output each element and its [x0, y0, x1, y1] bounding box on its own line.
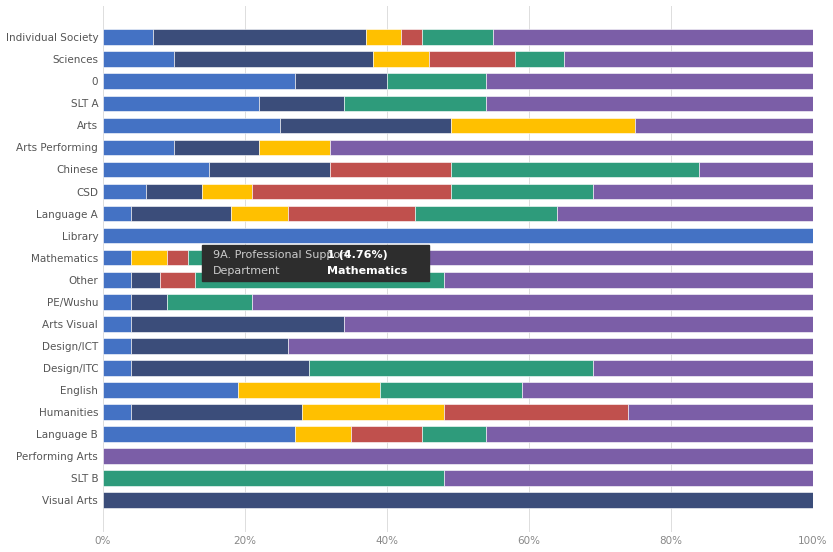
Bar	[103, 426, 295, 442]
Bar	[167, 294, 252, 310]
Bar	[132, 272, 160, 288]
Bar	[486, 426, 813, 442]
Bar	[295, 426, 352, 442]
Bar	[103, 338, 132, 353]
Bar	[160, 272, 195, 288]
Bar	[103, 250, 132, 266]
Bar	[387, 73, 486, 89]
Bar	[372, 51, 430, 67]
Text: 9A. Professional Support: 9A. Professional Support	[213, 250, 349, 261]
Bar	[352, 426, 422, 442]
Bar	[103, 404, 132, 420]
Bar	[103, 184, 146, 199]
Bar	[287, 338, 813, 353]
Bar	[132, 360, 309, 375]
Bar	[103, 205, 132, 221]
Bar	[486, 95, 813, 112]
Bar	[344, 95, 486, 112]
Bar	[103, 294, 132, 310]
Bar	[132, 316, 344, 332]
Bar	[402, 29, 422, 45]
Bar	[636, 118, 813, 134]
Bar	[103, 162, 209, 177]
Bar	[103, 95, 259, 112]
Bar	[302, 404, 444, 420]
Bar	[202, 184, 252, 199]
Bar	[103, 492, 813, 508]
Bar	[444, 470, 813, 486]
Bar	[103, 140, 174, 156]
Bar	[152, 29, 366, 45]
Bar	[132, 205, 231, 221]
Bar	[521, 382, 813, 397]
Bar	[422, 426, 486, 442]
Bar	[238, 382, 380, 397]
Bar	[593, 184, 813, 199]
Bar	[103, 73, 295, 89]
Bar	[366, 29, 402, 45]
Bar	[281, 118, 451, 134]
Bar	[103, 118, 281, 134]
Bar	[451, 162, 699, 177]
Bar	[146, 184, 202, 199]
Bar	[167, 250, 188, 266]
Bar	[330, 140, 813, 156]
Bar	[430, 51, 515, 67]
Bar	[593, 360, 813, 375]
Bar	[252, 294, 813, 310]
Bar	[195, 272, 444, 288]
Bar	[699, 162, 813, 177]
Bar	[344, 316, 813, 332]
Bar	[422, 29, 493, 45]
Bar	[628, 404, 813, 420]
Bar	[287, 205, 416, 221]
Text: Mathematics: Mathematics	[327, 266, 407, 276]
Bar	[309, 360, 593, 375]
Bar	[132, 250, 167, 266]
Bar	[416, 205, 557, 221]
Bar	[564, 51, 813, 67]
Bar	[245, 250, 813, 266]
Text: 1 (4.76%): 1 (4.76%)	[327, 250, 387, 261]
Bar	[103, 360, 132, 375]
Bar	[330, 162, 451, 177]
Bar	[515, 51, 564, 67]
Bar	[259, 140, 330, 156]
Bar	[231, 205, 287, 221]
FancyBboxPatch shape	[202, 246, 430, 280]
Bar	[103, 382, 238, 397]
Bar	[132, 338, 287, 353]
Bar	[486, 73, 813, 89]
Bar	[103, 448, 813, 464]
Bar	[451, 118, 636, 134]
Bar	[103, 227, 813, 243]
Bar	[444, 272, 813, 288]
Bar	[174, 51, 372, 67]
Bar	[259, 95, 344, 112]
Text: Department: Department	[213, 266, 281, 276]
Bar	[444, 404, 628, 420]
Bar	[132, 404, 302, 420]
Bar	[295, 73, 387, 89]
Bar	[103, 51, 174, 67]
Bar	[557, 205, 813, 221]
Bar	[174, 140, 259, 156]
Bar	[103, 29, 152, 45]
Bar	[451, 184, 593, 199]
Bar	[103, 316, 132, 332]
Bar	[493, 29, 813, 45]
Bar	[380, 382, 521, 397]
Bar	[103, 272, 132, 288]
Bar	[188, 250, 245, 266]
Bar	[132, 294, 167, 310]
Bar	[252, 184, 451, 199]
Bar	[209, 162, 330, 177]
Bar	[103, 470, 444, 486]
